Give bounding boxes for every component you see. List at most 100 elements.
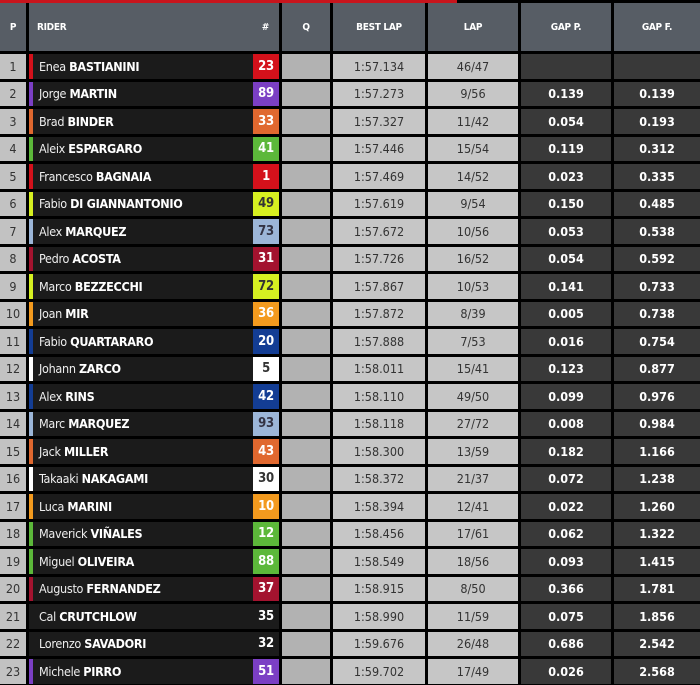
rider-name: Fabio QUARTARARO: [33, 334, 253, 349]
rider-first-name: Alex: [39, 388, 62, 404]
rider-first-name: Marc: [39, 416, 65, 432]
gap-first-cell: 2.568: [614, 659, 700, 684]
rider-number-badge: 36: [253, 301, 279, 326]
gap-previous-cell: 0.182: [521, 439, 611, 464]
header-lap: LAP: [428, 3, 518, 51]
rider-cell[interactable]: Takaaki NAKAGAMI 30: [29, 466, 279, 491]
rider-last-name: BEZZECCHI: [74, 278, 143, 294]
rider-cell[interactable]: Cal CRUTCHLOW 35: [29, 604, 279, 629]
rider-cell[interactable]: Fabio QUARTARARO 20: [29, 329, 279, 354]
team-color-stripe: [29, 54, 33, 79]
best-lap-cell: 1:57.888: [333, 329, 425, 354]
rider-first-name: Alex: [39, 223, 62, 239]
q-cell: [282, 549, 330, 574]
rider-first-name: Enea: [39, 58, 66, 74]
position-cell: 13: [0, 384, 26, 409]
q-cell: [282, 659, 330, 684]
rider-cell[interactable]: Maverick VIÑALES 12: [29, 521, 279, 546]
team-color-stripe: [29, 191, 33, 216]
gap-first-cell: [614, 54, 700, 79]
lap-cell: 15/54: [428, 136, 518, 161]
rider-cell[interactable]: Enea BASTIANINI 23: [29, 54, 279, 79]
rider-name: Francesco BAGNAIA: [33, 169, 253, 184]
header-position: P: [0, 3, 26, 51]
rider-cell[interactable]: Miguel OLIVEIRA 88: [29, 549, 279, 574]
rider-cell[interactable]: Brad BINDER 33: [29, 109, 279, 134]
rider-cell[interactable]: Jorge MARTIN 89: [29, 81, 279, 106]
rider-number-badge: 23: [253, 54, 279, 79]
best-lap-cell: 1:58.300: [333, 439, 425, 464]
rider-last-name: MARQUEZ: [65, 223, 127, 239]
rider-name: Joan MIR: [33, 306, 253, 321]
rider-first-name: Marco: [39, 278, 72, 294]
lap-cell: 17/61: [428, 521, 518, 546]
q-cell: [282, 219, 330, 244]
rider-name: Brad BINDER: [33, 114, 253, 129]
gap-previous-cell: 0.053: [521, 219, 611, 244]
rider-number-badge: 73: [253, 219, 279, 244]
rider-cell[interactable]: Alex RINS 42: [29, 384, 279, 409]
q-cell: [282, 54, 330, 79]
position-cell: 2: [0, 81, 26, 106]
rider-name: Marc MARQUEZ: [33, 416, 253, 431]
q-cell: [282, 384, 330, 409]
rider-name: Cal CRUTCHLOW: [33, 609, 253, 624]
rider-cell[interactable]: Francesco BAGNAIA 1: [29, 164, 279, 189]
rider-cell[interactable]: Fabio DI GIANNANTONIO 49: [29, 191, 279, 216]
team-color-stripe: [29, 659, 33, 684]
best-lap-cell: 1:58.394: [333, 494, 425, 519]
rider-number-badge: 51: [253, 659, 279, 684]
gap-previous-cell: 0.150: [521, 191, 611, 216]
rider-cell[interactable]: Augusto FERNANDEZ 37: [29, 576, 279, 601]
rider-first-name: Brad: [39, 113, 65, 129]
team-color-stripe: [29, 521, 33, 546]
position-cell: 22: [0, 631, 26, 656]
rider-name: Miguel OLIVEIRA: [33, 554, 253, 569]
rider-cell[interactable]: Marc MARQUEZ 93: [29, 411, 279, 436]
rider-cell[interactable]: Michele PIRRO 51: [29, 659, 279, 684]
rider-cell[interactable]: Lorenzo SAVADORI 32: [29, 631, 279, 656]
rider-cell[interactable]: Alex MARQUEZ 73: [29, 219, 279, 244]
rider-name: Fabio DI GIANNANTONIO: [33, 196, 253, 211]
rider-cell[interactable]: Marco BEZZECCHI 72: [29, 274, 279, 299]
gap-previous-cell: 0.008: [521, 411, 611, 436]
best-lap-cell: 1:57.327: [333, 109, 425, 134]
rider-cell[interactable]: Jack MILLER 43: [29, 439, 279, 464]
rider-name: Pedro ACOSTA: [33, 251, 253, 266]
rider-cell[interactable]: Pedro ACOSTA 31: [29, 246, 279, 271]
gap-previous-cell: 0.139: [521, 81, 611, 106]
gap-previous-cell: 0.054: [521, 246, 611, 271]
rider-last-name: MILLER: [63, 443, 109, 459]
rider-number-badge: 43: [253, 439, 279, 464]
header-best-lap: BEST LAP: [333, 3, 425, 51]
gap-previous-cell: 0.093: [521, 549, 611, 574]
rider-number-badge: 49: [253, 191, 279, 216]
lap-cell: 10/53: [428, 274, 518, 299]
header-gap-first: GAP F.: [614, 3, 700, 51]
team-color-stripe: [29, 81, 33, 106]
rider-cell[interactable]: Joan MIR 36: [29, 301, 279, 326]
rider-first-name: Pedro: [39, 251, 70, 267]
rider-cell[interactable]: Luca MARINI 10: [29, 494, 279, 519]
q-cell: [282, 301, 330, 326]
rider-number-badge: 30: [253, 466, 279, 491]
rider-first-name: Maverick: [39, 526, 88, 542]
gap-previous-cell: 0.016: [521, 329, 611, 354]
gap-first-cell: 0.139: [614, 81, 700, 106]
lap-cell: 9/56: [428, 81, 518, 106]
rider-first-name: Augusto: [39, 581, 84, 597]
rider-number-badge: 1: [253, 164, 279, 189]
rider-cell[interactable]: Johann ZARCO 5: [29, 356, 279, 381]
rider-first-name: Fabio: [39, 333, 67, 349]
rider-number-badge: 37: [253, 576, 279, 601]
lap-cell: 17/49: [428, 659, 518, 684]
rider-last-name: BASTIANINI: [69, 58, 140, 74]
rider-last-name: FERNANDEZ: [86, 581, 161, 597]
gap-previous-cell: 0.026: [521, 659, 611, 684]
q-cell: [282, 466, 330, 491]
lap-cell: 8/50: [428, 576, 518, 601]
gap-previous-cell: 0.023: [521, 164, 611, 189]
best-lap-cell: 1:58.456: [333, 521, 425, 546]
lap-cell: 21/37: [428, 466, 518, 491]
rider-cell[interactable]: Aleix ESPARGARO 41: [29, 136, 279, 161]
